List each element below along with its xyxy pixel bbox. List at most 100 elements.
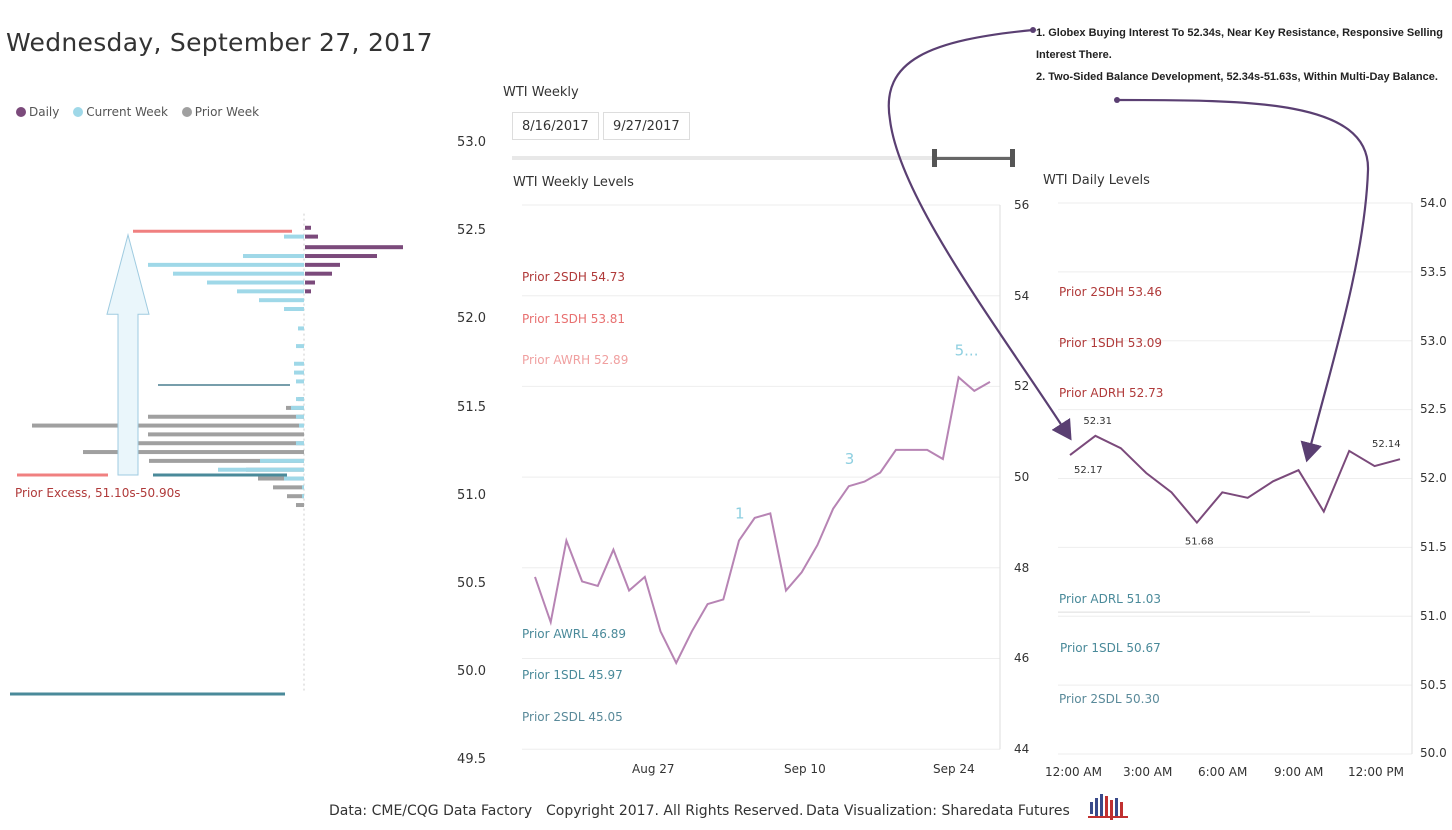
price-tick: 49.5 — [457, 752, 486, 767]
annotation-arrow-2-start-dot — [1114, 97, 1120, 103]
daily-y-tick: 50.5 — [1420, 678, 1447, 692]
weekly-y-tick: 50 — [1014, 470, 1030, 484]
daily-level-label: Prior 1SDL 50.67 — [1060, 641, 1161, 655]
profile-bar-current-week — [284, 234, 304, 239]
note-line-2: 2. Two-Sided Balance Development, 52.34s… — [1036, 71, 1438, 83]
profile-bar-current-week — [294, 370, 304, 375]
legend-item-prior-week[interactable]: Prior Week — [181, 105, 259, 119]
price-tick: 52.5 — [457, 223, 486, 238]
price-tick: 50.5 — [457, 576, 486, 591]
daily-x-tick: 9:00 AM — [1274, 765, 1324, 779]
date-start-input[interactable]: 8/16/2017 — [512, 112, 599, 140]
profile-bar-daily — [305, 262, 340, 267]
profile-bar-prior-week — [32, 423, 304, 428]
date-end-input[interactable]: 9/27/2017 — [603, 112, 690, 140]
profile-bar-current-week — [294, 361, 304, 366]
profile-bar-current-week — [260, 458, 304, 463]
weekly-level-label: Prior 1SDH 53.81 — [522, 312, 626, 326]
weekly-level-label: Prior AWRL 46.89 — [522, 627, 626, 641]
weekly-price-line — [534, 375, 991, 666]
weekly-chart-title: WTI Weekly Levels — [513, 175, 634, 190]
daily-y-tick: 54.0 — [1420, 196, 1447, 210]
profile-bar-current-week — [218, 467, 304, 472]
daily-y-tick: 51.5 — [1420, 540, 1447, 554]
profile-bar-daily — [305, 280, 315, 285]
profile-bar-prior-week — [287, 494, 304, 499]
profile-bar-prior-week — [83, 450, 304, 455]
footer-source: Data: CME/CQG Data Factory — [329, 803, 533, 819]
profile-bar-current-week — [148, 262, 304, 267]
annotation-notes: 1. Globex Buying Interest To 52.34s, Nea… — [1036, 22, 1446, 88]
page-title: Wednesday, September 27, 2017 — [6, 28, 433, 57]
weekly-y-tick: 56 — [1014, 198, 1030, 212]
daily-price-line — [1069, 434, 1401, 525]
legend-label: Current Week — [86, 105, 168, 119]
footer-credit: Data Visualization: Sharedata Futures — [806, 803, 1070, 819]
profile-bar-current-week — [296, 414, 304, 419]
price-tick: 52.0 — [457, 311, 486, 326]
daily-y-tick: 51.0 — [1420, 609, 1447, 623]
profile-bar-daily — [305, 225, 311, 230]
weekly-y-tick: 52 — [1014, 379, 1030, 393]
profile-bar-daily — [305, 245, 403, 250]
weekly-x-tick: Aug 27 — [632, 762, 675, 776]
legend-item-current-week[interactable]: Current Week — [73, 105, 168, 119]
date-range-slider-selection[interactable] — [934, 157, 1014, 160]
price-tick: 51.0 — [457, 488, 486, 503]
daily-x-tick: 12:00 PM — [1348, 765, 1404, 779]
profile-bar-prior-week — [273, 485, 304, 490]
profile-bar-prior-week — [119, 441, 304, 446]
wave-label: 5... — [955, 341, 979, 359]
profile-bar-current-week — [259, 298, 304, 303]
profile-bar-daily — [305, 254, 377, 259]
profile-bar-prior-week — [258, 476, 304, 481]
daily-y-tick: 52.0 — [1420, 471, 1447, 485]
up-arrow-icon — [106, 232, 150, 476]
slider-handle-start[interactable] — [932, 149, 937, 167]
daily-point-label: 51.68 — [1185, 537, 1214, 548]
daily-level-label: Prior 2SDL 50.30 — [1059, 692, 1160, 706]
weekly-level-label: Prior AWRH 52.89 — [522, 353, 629, 367]
weekly-level-label: Prior 2SDH 54.73 — [522, 270, 626, 284]
daily-level-label: Prior 2SDH 53.46 — [1059, 285, 1163, 299]
daily-level-label: Prior ADRH 52.73 — [1059, 386, 1164, 400]
weekly-x-tick: Sep 24 — [933, 762, 975, 776]
daily-x-tick: 3:00 AM — [1123, 765, 1173, 779]
slider-handle-end[interactable] — [1010, 149, 1015, 167]
profile-bar-prior-week — [148, 414, 304, 419]
volume-profile-chart — [10, 213, 403, 696]
profile-bar-current-week — [284, 476, 304, 481]
legend-item-daily[interactable]: Daily — [16, 105, 59, 119]
weekly-level-label: Prior 1SDL 45.97 — [522, 668, 623, 682]
weekly-y-tick: 44 — [1014, 742, 1030, 756]
wave-label: 3 — [845, 450, 855, 468]
daily-point-label: 52.31 — [1083, 416, 1112, 427]
profile-bar-prior-week — [148, 432, 304, 437]
profile-bar-current-week — [291, 405, 304, 410]
daily-y-tick: 53.0 — [1420, 334, 1447, 348]
profile-bar-prior-week — [149, 458, 304, 463]
wave-label: 1 — [735, 505, 745, 523]
weekly-x-tick: Sep 10 — [784, 762, 826, 776]
date-range-slider-track[interactable] — [512, 156, 1012, 160]
weekly-panel-title: WTI Weekly — [503, 85, 579, 100]
profile-bar-current-week — [296, 379, 304, 384]
profile-bar-prior-week — [296, 503, 304, 508]
legend-dot-prior-week-icon — [181, 107, 192, 117]
price-tick: 50.0 — [457, 664, 486, 679]
footer-copyright: Copyright 2017. All Rights Reserved. — [546, 803, 804, 819]
price-tick: 51.5 — [457, 400, 486, 415]
daily-level-label: Prior ADRL 51.03 — [1059, 592, 1162, 606]
daily-level-label: Prior 1SDH 53.09 — [1059, 336, 1163, 350]
profile-bar-current-week — [243, 254, 304, 259]
profile-bar-daily — [305, 234, 318, 239]
profile-bar-current-week — [298, 326, 304, 331]
profile-bar-current-week — [299, 423, 304, 428]
profile-bar-current-week — [296, 344, 304, 349]
profile-bar-current-week — [207, 280, 304, 285]
daily-y-tick: 52.5 — [1420, 402, 1447, 416]
profile-bar-current-week — [173, 271, 304, 276]
profile-bar-current-week — [237, 289, 304, 294]
daily-point-label: 52.17 — [1074, 465, 1103, 476]
profile-bar-daily — [305, 289, 311, 294]
